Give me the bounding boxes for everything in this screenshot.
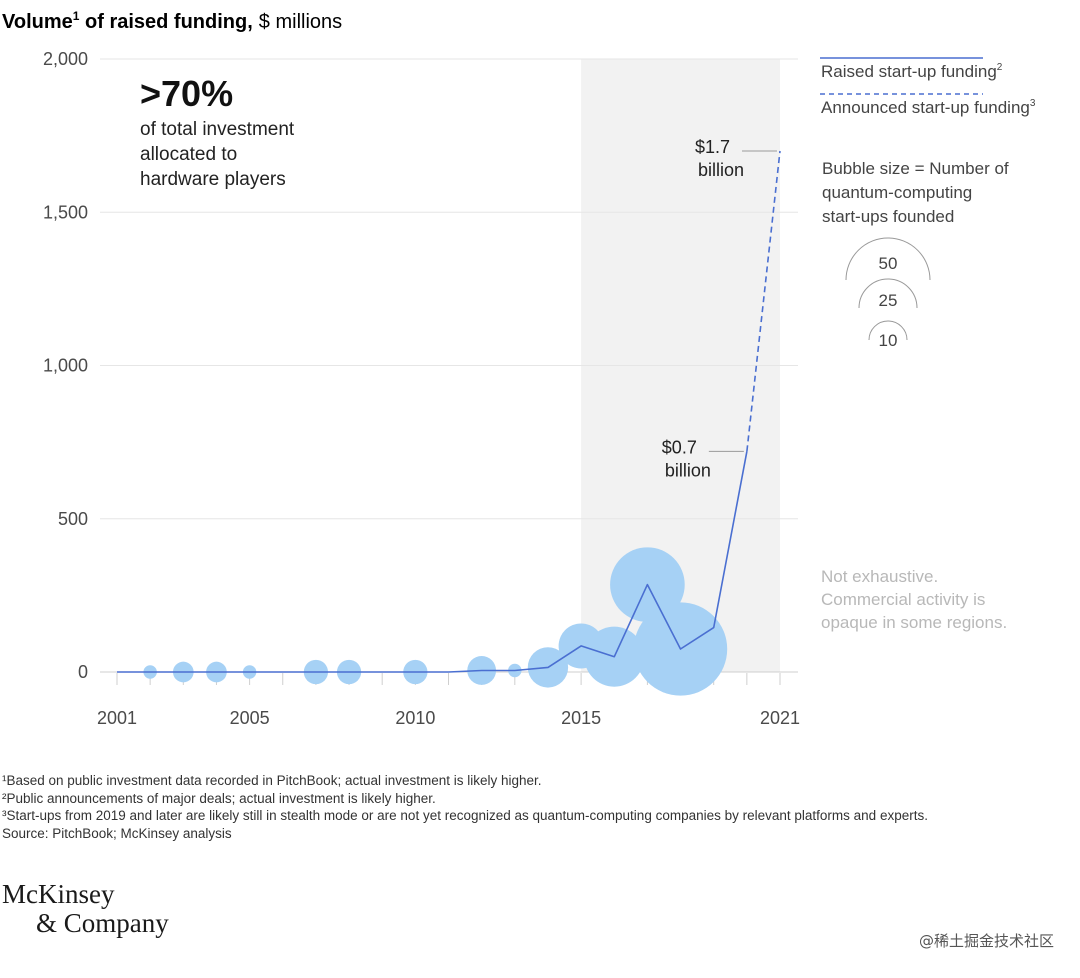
- y-tick-label: 0: [78, 662, 88, 682]
- bubble-legend-title: quantum-computing: [822, 183, 972, 202]
- y-axis-ticks: 2,000 1,500 1,000 500 0: [43, 49, 88, 682]
- x-tick-label: 2010: [395, 708, 435, 728]
- note-line: Commercial activity is: [821, 590, 985, 609]
- chart-title-unit: $ millions: [259, 11, 342, 33]
- annotation-unit: billion: [665, 460, 711, 480]
- annotation-value: $0.7: [662, 437, 697, 457]
- note-line: opaque in some regions.: [821, 613, 1007, 632]
- footnotes: ¹Based on public investment data recorde…: [2, 772, 928, 842]
- chart-title: Volume1 of raised funding, $ millions: [2, 9, 342, 33]
- funding-chart: Volume1 of raised funding, $ millions 2,0…: [2, 9, 1036, 728]
- legend-label-raised: Raised start-up funding2: [821, 62, 1003, 81]
- footnote-2: ²Public announcements of major deals; ac…: [2, 790, 436, 806]
- bubble-legend-label-50: 50: [879, 254, 898, 273]
- bubble-legend-title: start-ups founded: [822, 207, 954, 226]
- x-tick-label: 2015: [561, 708, 601, 728]
- mckinsey-logo: McKinsey & Company: [2, 880, 169, 938]
- highlight-line: hardware players: [140, 169, 286, 190]
- highlight-line: allocated to: [140, 144, 237, 165]
- chart-title-main: Volume: [2, 11, 73, 33]
- highlight-percent: >70%: [140, 73, 233, 114]
- bubble-legend-label-25: 25: [879, 291, 898, 310]
- chart-title-rest: of raised funding,: [79, 11, 252, 33]
- footnote-1: ¹Based on public investment data recorde…: [2, 773, 542, 788]
- annotation-unit: billion: [698, 160, 744, 180]
- series-line-announced: [746, 150, 781, 452]
- highlight-line: of total investment: [140, 119, 295, 140]
- note-line: Not exhaustive.: [821, 567, 938, 586]
- y-tick-label: 1,000: [43, 356, 88, 376]
- logo-line-2: & Company: [36, 908, 169, 938]
- legend: Raised start-up funding2 Announced start…: [820, 57, 1036, 350]
- bubble-legend-arc-50: [845, 237, 931, 281]
- x-axis-ticks: 2001 2005 2010 2015 2021: [97, 708, 800, 728]
- chart-title-sup: 1: [73, 9, 80, 23]
- annotations: $1.7 billion $0.7 billion: [662, 137, 777, 480]
- bubble-legend-arc-25: [858, 278, 918, 309]
- watermark: @稀土掘金技术社区: [918, 932, 1054, 950]
- source-line: Source: PitchBook; McKinsey analysis: [2, 825, 232, 841]
- legend-label-announced: Announced start-up funding3: [821, 98, 1036, 117]
- bubble-legend-arc-10: [868, 320, 908, 341]
- bubble-legend-label-10: 10: [879, 331, 898, 350]
- x-tick-label: 2005: [230, 708, 270, 728]
- highlight-callout: >70% of total investment allocated to ha…: [140, 73, 295, 190]
- series-lines: [117, 150, 781, 673]
- disclaimer-note: Not exhaustive. Commercial activity is o…: [821, 567, 1007, 632]
- x-tick-label: 2021: [760, 708, 800, 728]
- y-tick-label: 1,500: [43, 202, 88, 222]
- annotation-value: $1.7: [695, 137, 730, 157]
- bubble-legend-title: Bubble size = Number of: [822, 159, 1009, 178]
- series-line-raised: [117, 451, 748, 673]
- footnote-3: ³Start-ups from 2019 and later are likel…: [2, 808, 928, 823]
- logo-line-1: McKinsey: [2, 879, 115, 909]
- x-tick-label: 2001: [97, 708, 137, 728]
- y-tick-label: 500: [58, 509, 88, 529]
- y-tick-label: 2,000: [43, 49, 88, 69]
